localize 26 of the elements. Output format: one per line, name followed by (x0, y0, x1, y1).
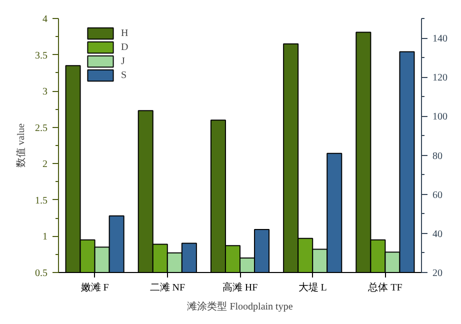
y2-tick-label: 120 (432, 72, 448, 84)
x-tick-label: 大堤 L (298, 282, 327, 294)
y-tick-label: 1 (42, 232, 48, 243)
y-axis-title: 数值 value (16, 122, 27, 168)
legend-label: S (121, 68, 128, 82)
y-tick-label: 0.5 (35, 268, 48, 279)
y2-tick-label: 60 (432, 190, 442, 201)
legend-label: J (121, 54, 126, 68)
y2-tick-label: 140 (432, 34, 448, 45)
y-tick-label: 1.5 (35, 195, 48, 206)
x-tick-label: 总体 TF (367, 282, 403, 294)
y-tick-label: 2.5 (35, 122, 48, 134)
legend-label: D (121, 40, 130, 54)
y2-tick-label: 20 (432, 268, 442, 279)
y2-tick-label: 40 (432, 228, 442, 240)
x-axis-title: 滩涂类型 Floodplain type (187, 300, 294, 312)
y2-tick-label: 100 (432, 112, 448, 123)
y2-tick-label: 80 (432, 150, 442, 162)
y-tick-label: 3 (42, 86, 48, 98)
x-tick-label: 嫩滩 F (80, 282, 110, 294)
x-tick-label: 二滩 NF (150, 282, 186, 294)
y-tick-label: 4 (42, 14, 48, 25)
legend-label: H (121, 26, 130, 40)
y-tick-label: 2 (42, 159, 48, 170)
y-tick-label: 3.5 (35, 50, 48, 62)
x-tick-label: 高滩 HF (222, 282, 258, 294)
